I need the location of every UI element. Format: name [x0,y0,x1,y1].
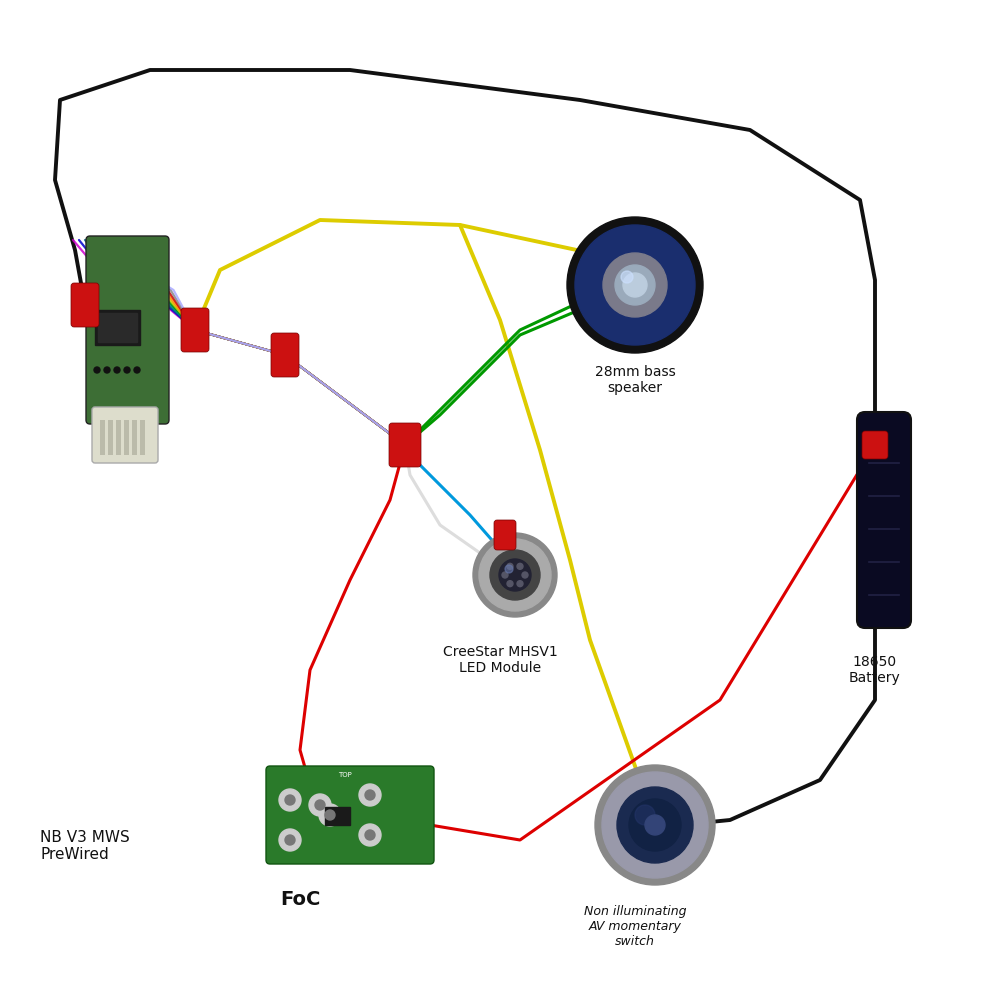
Circle shape [104,367,110,373]
Circle shape [517,581,523,587]
Circle shape [507,581,513,587]
Circle shape [595,765,715,885]
Circle shape [315,800,325,810]
FancyBboxPatch shape [389,423,421,467]
Text: 18650
Battery: 18650 Battery [849,655,901,685]
Text: TOP: TOP [338,772,352,778]
Bar [140,420,145,455]
Circle shape [602,772,708,878]
Circle shape [621,271,633,283]
Circle shape [309,794,331,816]
Circle shape [517,563,523,569]
Circle shape [94,367,100,373]
Bar [108,420,113,455]
Text: CreeStar MHSV1
LED Module: CreeStar MHSV1 LED Module [443,645,557,675]
Circle shape [285,795,295,805]
FancyBboxPatch shape [266,766,434,864]
Circle shape [490,550,540,600]
Text: FoC: FoC [280,890,320,909]
Bar [124,420,129,455]
Bar [95,310,140,345]
Bar [100,420,105,455]
Circle shape [359,824,381,846]
Circle shape [134,367,140,373]
Text: Non illuminating
AV momentary
switch: Non illuminating AV momentary switch [584,905,686,948]
FancyBboxPatch shape [857,412,911,628]
Circle shape [635,805,655,825]
Circle shape [629,799,681,851]
Bar [116,420,121,455]
Circle shape [505,565,513,573]
Circle shape [365,790,375,800]
Bar [98,313,137,342]
FancyBboxPatch shape [86,236,169,424]
Circle shape [473,533,557,617]
FancyBboxPatch shape [862,431,888,459]
Circle shape [124,367,130,373]
FancyBboxPatch shape [181,308,209,352]
FancyBboxPatch shape [494,520,516,550]
Bar [325,807,350,825]
Circle shape [615,265,655,305]
Text: 28mm bass
speaker: 28mm bass speaker [595,365,675,395]
Bar [132,420,137,455]
FancyBboxPatch shape [92,407,158,463]
Circle shape [365,830,375,840]
Circle shape [567,217,703,353]
FancyBboxPatch shape [271,333,299,377]
Circle shape [617,787,693,863]
Circle shape [114,367,120,373]
Circle shape [479,539,551,611]
Circle shape [623,273,647,297]
Circle shape [507,563,513,569]
Circle shape [359,784,381,806]
Circle shape [279,789,301,811]
Text: NB V3 MWS
PreWired: NB V3 MWS PreWired [40,830,130,862]
Circle shape [502,572,508,578]
Circle shape [279,829,301,851]
Circle shape [499,559,531,591]
Circle shape [603,253,667,317]
Circle shape [575,225,695,345]
Circle shape [522,572,528,578]
Circle shape [285,835,295,845]
Circle shape [319,804,341,826]
FancyBboxPatch shape [71,283,99,327]
Circle shape [325,810,335,820]
Circle shape [645,815,665,835]
